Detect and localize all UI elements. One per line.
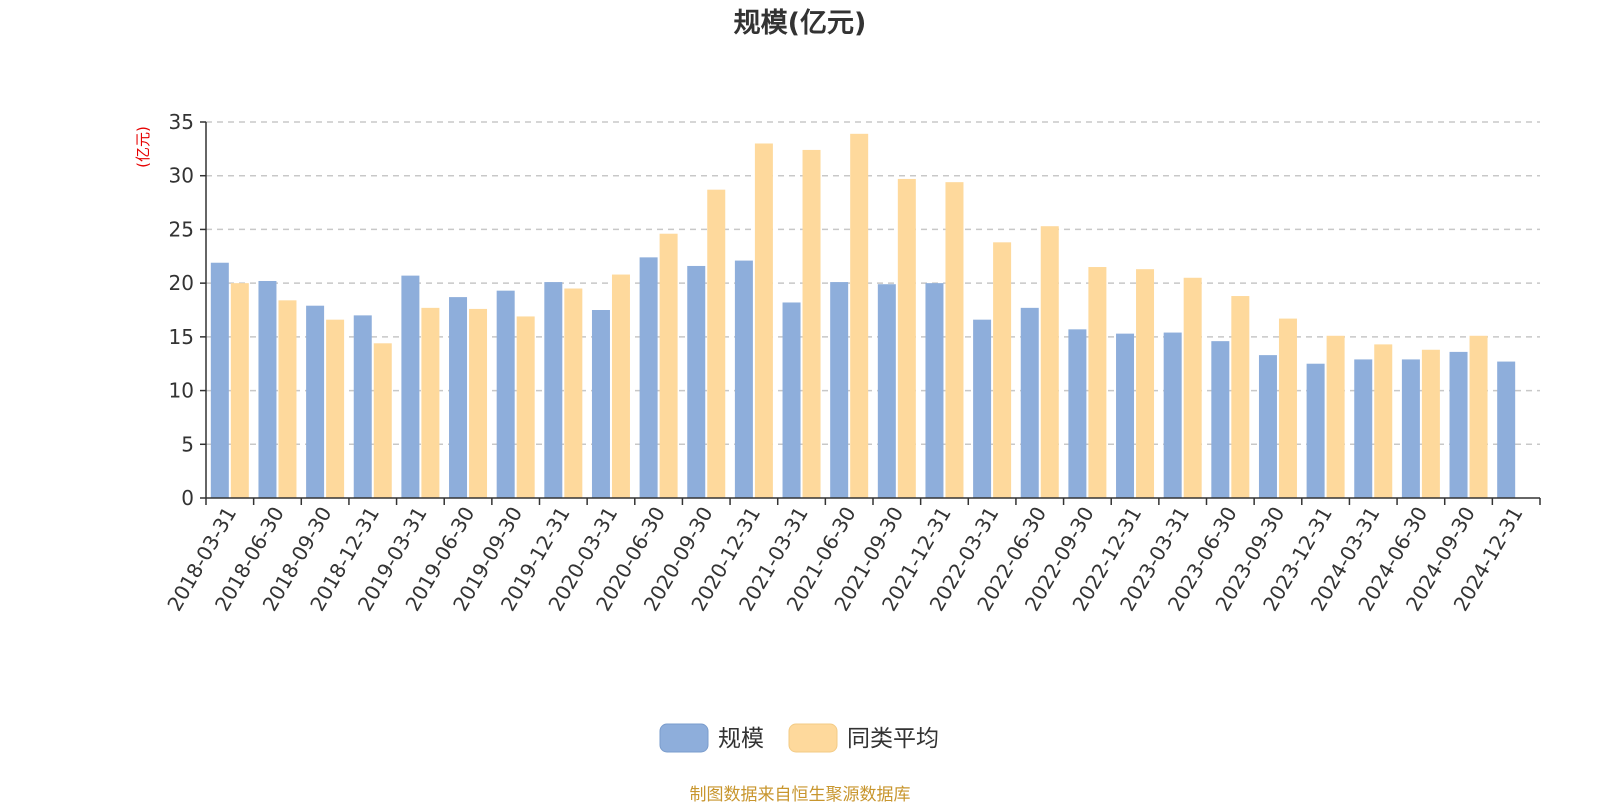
bar-peer-average bbox=[945, 182, 964, 498]
bar-scale bbox=[782, 302, 801, 498]
y-tick-label: 15 bbox=[169, 325, 194, 349]
bar-peer-average bbox=[1136, 269, 1155, 498]
bar-scale bbox=[401, 275, 420, 498]
bar-scale bbox=[734, 260, 753, 498]
bar-scale bbox=[877, 284, 896, 498]
bar-scale bbox=[258, 280, 277, 498]
bar-peer-average bbox=[1421, 349, 1440, 498]
bar-scale bbox=[1211, 341, 1230, 498]
source-footer: 制图数据来自恒生聚源数据库 bbox=[689, 785, 911, 805]
bar-scale bbox=[1258, 355, 1277, 498]
bar-peer-average bbox=[373, 343, 392, 498]
bar-scale bbox=[353, 315, 372, 498]
bar-peer-average bbox=[802, 149, 821, 498]
bar-scale bbox=[1163, 332, 1182, 498]
bar-peer-average bbox=[1040, 226, 1059, 498]
bar-peer-average bbox=[564, 288, 583, 498]
bar-peer-average bbox=[707, 189, 726, 498]
bar-scale bbox=[830, 282, 849, 498]
bar-peer-average bbox=[1183, 277, 1202, 498]
bar-scale bbox=[306, 305, 325, 498]
bar-scale bbox=[639, 257, 658, 498]
y-axis-label: (亿元) bbox=[134, 126, 152, 168]
bar-peer-average bbox=[611, 274, 630, 498]
bar-peer-average bbox=[1278, 318, 1297, 498]
bar-scale bbox=[687, 265, 706, 498]
bar-peer-average bbox=[659, 233, 678, 498]
y-tick-label: 5 bbox=[181, 432, 194, 456]
bar-peer-average bbox=[516, 316, 535, 498]
bar-scale bbox=[1449, 351, 1468, 498]
bar-scale bbox=[449, 297, 468, 498]
bar-peer-average bbox=[1231, 296, 1250, 498]
bar-peer-average bbox=[1088, 267, 1107, 498]
bar-peer-average bbox=[326, 319, 345, 498]
bar-scale bbox=[1306, 363, 1325, 498]
bar-scale bbox=[496, 290, 515, 498]
bar-scale bbox=[1020, 307, 1039, 498]
bar-scale bbox=[973, 319, 992, 498]
bar-peer-average bbox=[469, 308, 488, 498]
y-tick-label: 10 bbox=[169, 379, 194, 403]
y-tick-labels: 0 5 10 15 20 25 30 35 bbox=[169, 110, 194, 510]
bar-peer-average bbox=[850, 133, 869, 498]
bar-peer-average bbox=[1469, 335, 1488, 498]
bar-scale bbox=[1354, 359, 1373, 498]
legend-label: 规模 bbox=[718, 726, 764, 752]
legend: 规模 同类平均 bbox=[659, 723, 939, 753]
bar-peer-average bbox=[754, 143, 773, 498]
bar-scale bbox=[1116, 333, 1135, 498]
y-tick-label: 35 bbox=[169, 110, 194, 134]
y-tick-label: 20 bbox=[169, 271, 194, 295]
legend-swatch bbox=[659, 723, 709, 753]
bar-peer-average bbox=[1326, 335, 1345, 498]
bar-scale bbox=[210, 262, 229, 498]
bar-peer-average bbox=[230, 283, 249, 498]
legend-swatch bbox=[788, 723, 838, 753]
legend-label: 同类平均 bbox=[847, 726, 939, 752]
bar-peer-average bbox=[993, 242, 1012, 498]
bar-scale bbox=[1401, 359, 1420, 498]
bar-peer-average bbox=[421, 307, 440, 498]
bar-peer-average bbox=[278, 300, 297, 498]
bar-scale bbox=[1068, 329, 1087, 498]
y-tick-label: 30 bbox=[169, 164, 194, 188]
y-tick-label: 25 bbox=[169, 217, 194, 241]
axes bbox=[200, 121, 1541, 505]
bars bbox=[210, 133, 1516, 499]
bar-scale bbox=[1497, 361, 1516, 498]
bar-scale bbox=[591, 310, 610, 498]
y-tick-label: 0 bbox=[181, 486, 194, 510]
bar-scale bbox=[544, 282, 563, 498]
chart-title: 规模(亿元) bbox=[734, 8, 867, 39]
x-tick-labels: 2018-03-312018-06-302018-09-302018-12-31… bbox=[162, 503, 1527, 616]
bar-peer-average bbox=[1374, 344, 1393, 498]
bar-peer-average bbox=[897, 178, 916, 499]
bar-scale bbox=[925, 283, 944, 498]
